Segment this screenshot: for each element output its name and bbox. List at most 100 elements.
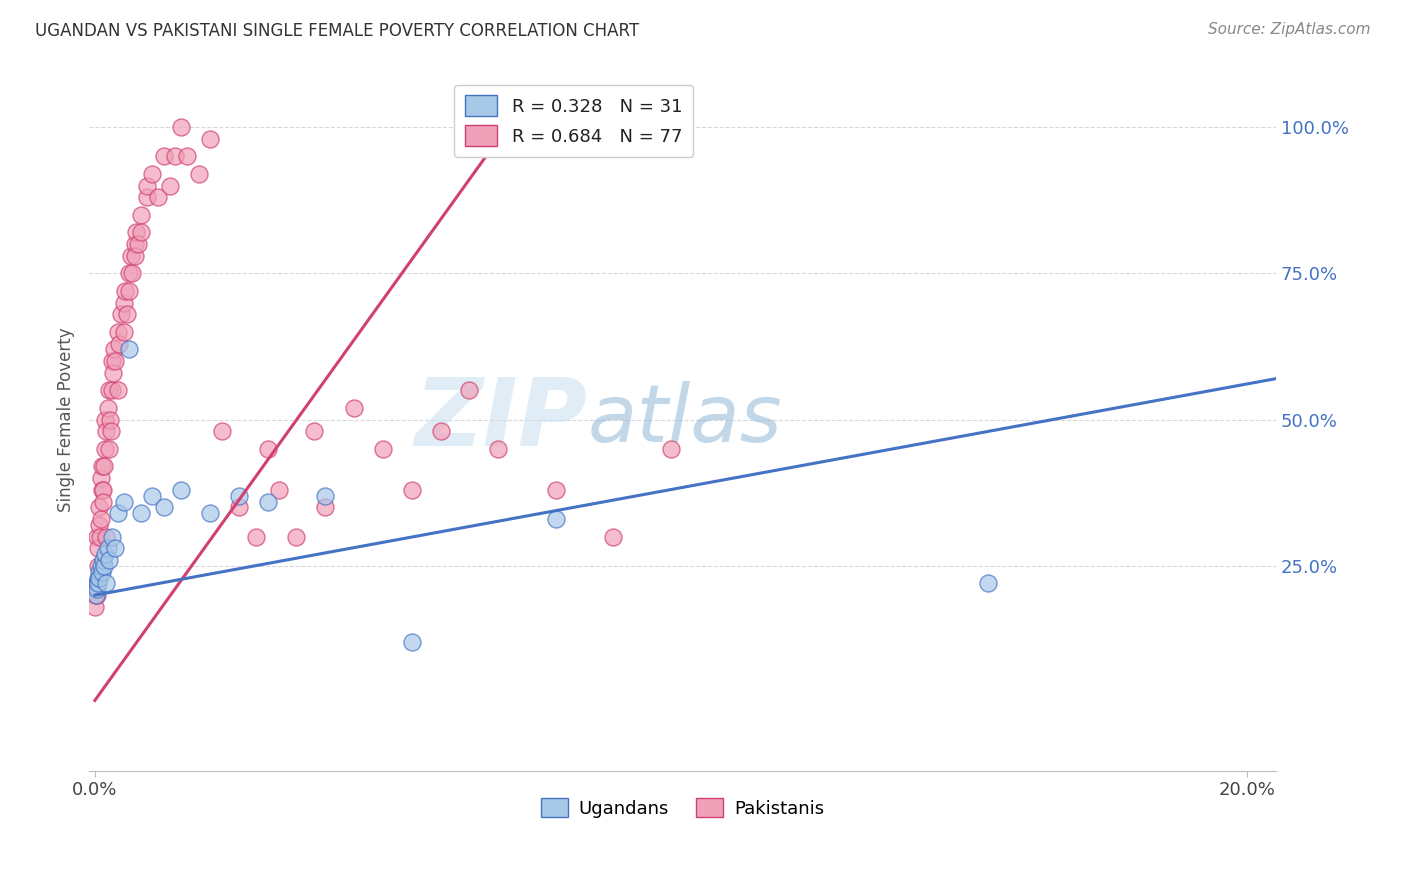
Point (153, 149, 176, 163)
Point (84, 599, 107, 614)
Point (86, 588, 108, 602)
Point (87, 541, 110, 556)
Point (96, 541, 118, 556)
Point (245, 530, 267, 544)
Point (129, 225, 152, 239)
Point (94, 412, 117, 426)
Point (90, 512, 112, 526)
Point (87, 576, 110, 591)
Point (458, 384, 481, 398)
Point (87, 565, 110, 579)
Point (120, 249, 142, 263)
Point (129, 208, 152, 222)
Text: atlas: atlas (588, 381, 782, 458)
Point (86, 558, 108, 573)
Point (124, 237, 146, 252)
Point (101, 530, 124, 544)
Point (977, 576, 1000, 591)
Point (124, 249, 146, 263)
Point (98, 553, 121, 567)
Point (228, 489, 250, 503)
Point (129, 506, 152, 520)
Y-axis label: Single Female Poverty: Single Female Poverty (58, 327, 75, 512)
Point (121, 266, 143, 280)
Point (86, 576, 108, 591)
Point (91, 553, 114, 567)
Point (659, 442, 682, 456)
Point (114, 284, 136, 298)
Point (141, 489, 163, 503)
Point (84, 588, 107, 602)
Point (135, 190, 157, 204)
Point (89, 530, 111, 544)
Point (87, 517, 110, 532)
Point (89, 571, 111, 585)
Point (112, 494, 135, 508)
Point (285, 530, 308, 544)
Point (343, 401, 366, 415)
Point (107, 384, 129, 398)
Point (176, 149, 198, 163)
Point (90, 483, 112, 497)
Point (96, 425, 118, 439)
Point (93, 558, 115, 573)
Point (90, 565, 112, 579)
Point (141, 167, 163, 181)
Point (314, 489, 336, 503)
Point (93, 442, 115, 456)
Point (89, 500, 111, 515)
Point (401, 635, 423, 649)
Point (302, 425, 325, 439)
Point (135, 178, 157, 193)
Point (112, 295, 135, 310)
Point (98, 412, 121, 426)
Point (91, 459, 114, 474)
Text: Source: ZipAtlas.com: Source: ZipAtlas.com (1208, 22, 1371, 37)
Point (118, 266, 141, 280)
Point (211, 425, 233, 439)
Point (86, 576, 108, 591)
Text: ZIP: ZIP (415, 374, 588, 466)
Point (170, 483, 193, 497)
Point (101, 354, 124, 368)
Point (544, 512, 567, 526)
Point (107, 506, 129, 520)
Point (96, 530, 118, 544)
Point (91, 483, 114, 497)
Point (90, 471, 112, 485)
Point (228, 500, 250, 515)
Point (86, 571, 108, 585)
Point (256, 494, 278, 508)
Point (153, 500, 176, 515)
Point (118, 343, 141, 357)
Point (90, 558, 112, 573)
Point (486, 442, 509, 456)
Point (93, 494, 115, 508)
Point (104, 541, 127, 556)
Point (187, 167, 209, 181)
Point (100, 425, 122, 439)
Point (314, 500, 336, 515)
Point (118, 284, 141, 298)
Point (544, 483, 567, 497)
Point (107, 325, 129, 339)
Point (159, 178, 181, 193)
Point (371, 442, 394, 456)
Point (602, 530, 624, 544)
Point (110, 307, 132, 321)
Point (93, 459, 115, 474)
Text: UGANDAN VS PAKISTANI SINGLE FEMALE POVERTY CORRELATION CHART: UGANDAN VS PAKISTANI SINGLE FEMALE POVER… (35, 22, 640, 40)
Point (170, 120, 193, 134)
Point (104, 354, 127, 368)
Point (96, 401, 118, 415)
Point (86, 530, 108, 544)
Point (148, 190, 170, 204)
Point (401, 483, 423, 497)
Point (94, 547, 117, 561)
Point (97, 442, 120, 456)
Point (198, 506, 221, 520)
Point (127, 237, 149, 252)
Point (103, 343, 125, 357)
Point (429, 425, 451, 439)
Point (269, 483, 291, 497)
